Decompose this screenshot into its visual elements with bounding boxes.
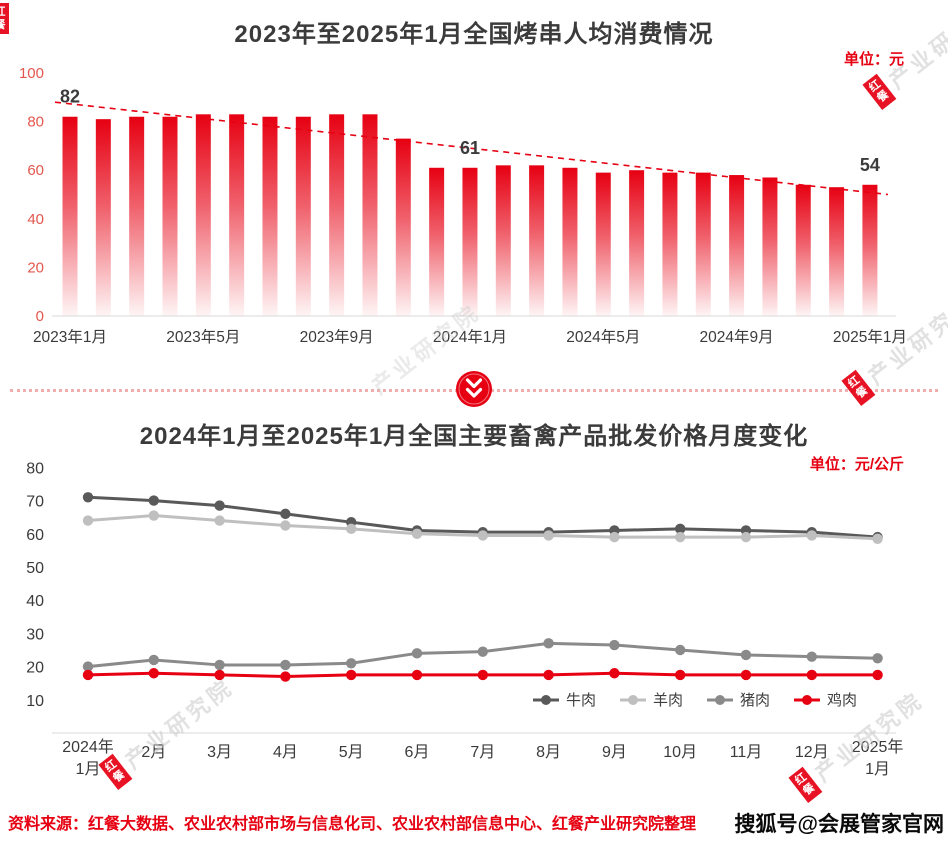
svg-text:1月: 1月 bbox=[865, 761, 890, 778]
svg-text:2023年1月: 2023年1月 bbox=[33, 328, 107, 346]
livestock-price-line-chart: 10 20 30 40 50 60 70 80 2024年 1月 2月 3月 4月 5月 6月 7月 8月 9月 1… bbox=[26, 460, 904, 778]
svg-text:80: 80 bbox=[27, 114, 44, 131]
svg-text:2025年: 2025年 bbox=[852, 738, 904, 756]
svg-text:80: 80 bbox=[26, 460, 44, 477]
svg-text:8月: 8月 bbox=[536, 744, 561, 761]
footer: 资料来源：红餐大数据、农业农村部市场与信息化司、农业农村部信息中心、红餐产业研究… bbox=[8, 806, 948, 840]
svg-text:2024年1月: 2024年1月 bbox=[433, 328, 507, 346]
data-source-text: 资料来源：红餐大数据、农业农村部市场与信息化司、农业农村部信息中心、红餐产业研究… bbox=[8, 816, 697, 833]
section-divider bbox=[0, 370, 948, 408]
svg-text:7月: 7月 bbox=[470, 744, 495, 761]
svg-text:70: 70 bbox=[26, 494, 44, 511]
svg-text:2023年5月: 2023年5月 bbox=[166, 328, 240, 346]
svg-text:鸡肉: 鸡肉 bbox=[827, 692, 857, 709]
svg-text:60: 60 bbox=[27, 162, 44, 179]
svg-text:2024年5月: 2024年5月 bbox=[566, 328, 640, 346]
skewer-price-bar-chart: 0 20 40 60 80 100 2023年1月 2023年5月 2023年9月 2024年1月… bbox=[19, 65, 907, 346]
svg-text:2024年: 2024年 bbox=[62, 738, 114, 756]
svg-text:9月: 9月 bbox=[602, 744, 627, 761]
svg-text:3月: 3月 bbox=[207, 744, 232, 761]
svg-text:2024年9月: 2024年9月 bbox=[700, 328, 774, 346]
svg-text:20: 20 bbox=[26, 660, 44, 677]
sohu-account-watermark: 搜狐号@会展管家官网 bbox=[724, 806, 946, 840]
svg-text:6月: 6月 bbox=[405, 744, 430, 761]
svg-text:10月: 10月 bbox=[663, 744, 697, 761]
svg-text:1月: 1月 bbox=[76, 761, 101, 778]
svg-text:12月: 12月 bbox=[795, 744, 829, 761]
svg-text:60: 60 bbox=[26, 527, 44, 544]
svg-text:0: 0 bbox=[36, 308, 44, 325]
svg-text:猪肉: 猪肉 bbox=[740, 692, 770, 709]
svg-text:4月: 4月 bbox=[273, 744, 298, 761]
svg-text:2月: 2月 bbox=[141, 744, 166, 761]
svg-text:30: 30 bbox=[26, 626, 44, 643]
svg-text:61: 61 bbox=[460, 138, 480, 158]
svg-text:牛肉: 牛肉 bbox=[566, 692, 596, 709]
line-chart-title: 2024年1月至2025年1月全国主要畜禽产品批发价格月度变化 bbox=[139, 423, 809, 450]
bar-chart-title: 2023年至2025年1月全国烤串人均消费情况 bbox=[234, 21, 714, 48]
svg-text:50: 50 bbox=[26, 560, 44, 577]
svg-text:100: 100 bbox=[19, 65, 44, 82]
svg-text:5月: 5月 bbox=[339, 744, 364, 761]
svg-text:82: 82 bbox=[60, 87, 80, 107]
svg-text:羊肉: 羊肉 bbox=[653, 692, 683, 709]
bar-chart-unit-label: 单位：元 bbox=[843, 51, 904, 68]
svg-text:40: 40 bbox=[27, 211, 44, 228]
svg-text:54: 54 bbox=[860, 155, 880, 175]
svg-text:2023年9月: 2023年9月 bbox=[300, 328, 374, 346]
svg-text:10: 10 bbox=[26, 693, 44, 710]
double-chevron-down-icon bbox=[455, 370, 493, 408]
svg-text:2025年1月: 2025年1月 bbox=[833, 328, 907, 346]
svg-text:40: 40 bbox=[26, 593, 44, 610]
line-chart-unit-label: 单位：元/公斤 bbox=[809, 456, 904, 473]
svg-text:11月: 11月 bbox=[730, 744, 763, 761]
svg-text:20: 20 bbox=[27, 259, 44, 276]
